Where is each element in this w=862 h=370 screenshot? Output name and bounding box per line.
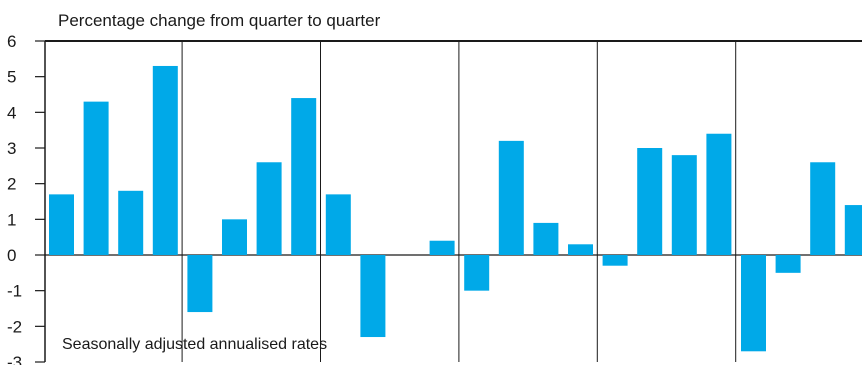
bars — [49, 65, 862, 352]
bar — [568, 244, 593, 255]
y-tick-label: 6 — [7, 32, 16, 51]
bar — [83, 101, 109, 255]
bar — [429, 240, 455, 255]
bar — [118, 190, 144, 255]
bar — [602, 255, 628, 266]
y-tick-label: 4 — [7, 103, 16, 122]
y-tick-labels: 6 5 4 3 2 1 0 -1 -2 -3 — [7, 32, 22, 370]
bar — [256, 162, 282, 255]
bar — [671, 155, 697, 255]
bar — [741, 255, 766, 352]
bar — [464, 255, 490, 291]
bar — [187, 255, 213, 313]
bar — [498, 140, 524, 255]
bar — [533, 222, 559, 255]
y-tick-label: -3 — [7, 353, 22, 365]
y-tick-label: 3 — [7, 139, 16, 158]
bar — [152, 65, 178, 255]
bar — [360, 255, 386, 338]
y-tick-label: 2 — [7, 175, 16, 194]
group-dividers — [181, 41, 737, 362]
bar — [49, 194, 74, 255]
y-tick-label: 5 — [7, 68, 16, 87]
y-tick-label: 0 — [7, 246, 16, 265]
y-tick-label: -2 — [7, 317, 22, 336]
bar — [325, 194, 351, 255]
y-tick-label: -1 — [7, 282, 22, 301]
bar — [775, 255, 801, 273]
y-tick-label: 1 — [7, 210, 16, 229]
chart-title: Percentage change from quarter to quarte… — [58, 11, 381, 30]
bar — [844, 205, 862, 255]
bar — [706, 133, 732, 255]
bar — [637, 148, 663, 255]
bar — [222, 219, 247, 255]
bar — [810, 162, 836, 255]
bar — [291, 98, 317, 255]
chart-annotation: Seasonally adjusted annualised rates — [62, 336, 327, 353]
